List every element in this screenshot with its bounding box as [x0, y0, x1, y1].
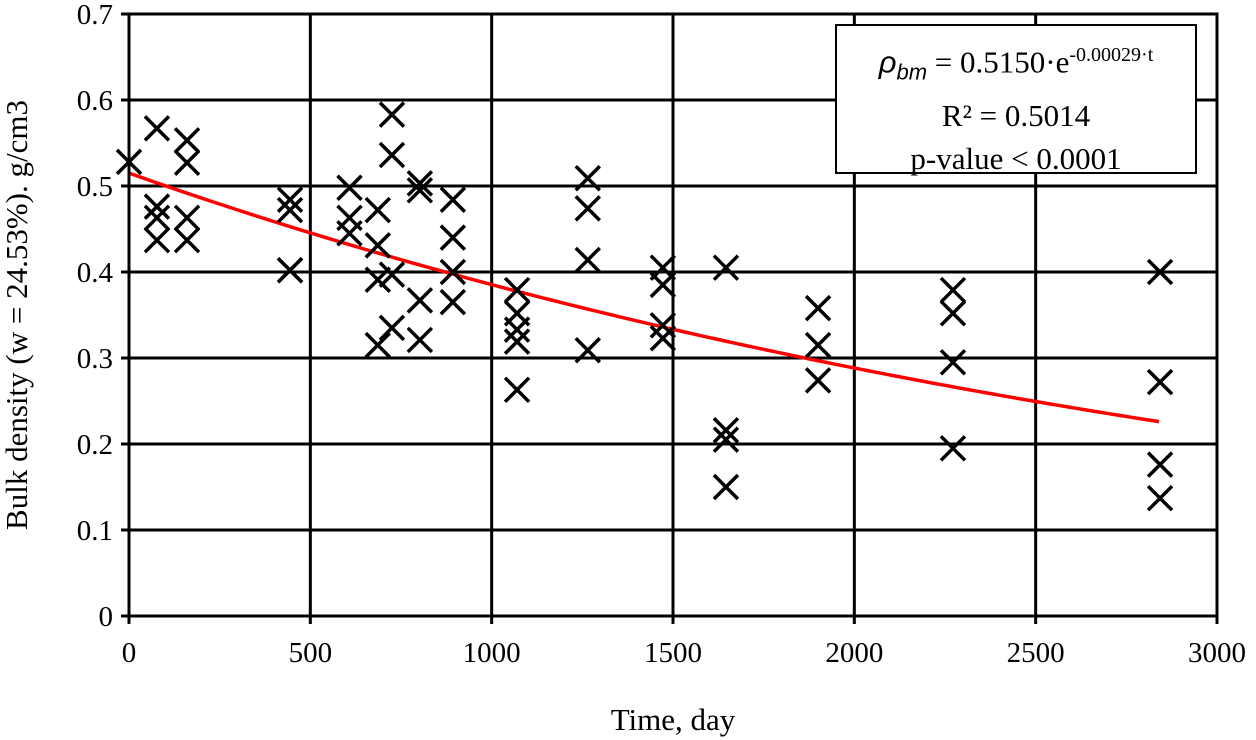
data-point: [336, 220, 363, 247]
data-point: [649, 324, 677, 352]
x-tick-label: 3000: [1188, 637, 1246, 669]
data-point: [406, 326, 434, 354]
data-point: [378, 141, 406, 169]
equation-box: ρbm = 0.5150·e-0.00029·t R² = 0.5014 p-v…: [835, 24, 1197, 176]
data-point: [378, 314, 406, 342]
data-point: [276, 186, 304, 213]
data-point: [1146, 484, 1174, 512]
data-point: [574, 246, 602, 274]
data-point: [364, 232, 392, 259]
equation: ρbm = 0.5150·e-0.00029·t: [878, 44, 1154, 85]
data-point: [503, 328, 531, 355]
x-tick-label: 0: [122, 637, 137, 669]
data-point: [574, 337, 602, 364]
data-point: [378, 261, 406, 288]
y-axis-label: Bulk density (w = 24.53%). g/cm3: [0, 100, 34, 530]
data-point: [939, 300, 967, 327]
data-point: [1146, 368, 1174, 396]
data-point: [649, 312, 677, 339]
data-point: [364, 266, 392, 293]
data-point: [276, 196, 304, 224]
data-points: [115, 101, 1174, 512]
plot-frame: [127, 12, 1219, 618]
y-tick-label: 0.7: [77, 0, 113, 31]
x-axis-label: Time, day: [611, 702, 736, 737]
data-point: [574, 195, 602, 222]
data-point: [173, 149, 201, 177]
data-point: [364, 331, 392, 359]
data-point: [439, 258, 467, 286]
y-tick-label: 0.1: [77, 515, 113, 547]
data-point: [143, 226, 171, 254]
data-point: [173, 226, 201, 254]
data-point: [143, 204, 171, 232]
data-point: [143, 193, 171, 220]
x-tick-label: 1500: [644, 637, 702, 669]
data-point: [712, 254, 740, 281]
data-point: [712, 473, 740, 501]
data-point: [276, 257, 304, 284]
data-point: [1146, 451, 1174, 478]
data-point: [173, 204, 201, 232]
data-point: [406, 170, 434, 197]
data-point: [939, 276, 967, 304]
data-point: [406, 287, 434, 314]
data-point: [804, 331, 832, 359]
y-tick-label: 0.6: [77, 85, 113, 117]
data-point: [503, 376, 531, 404]
data-point: [439, 288, 467, 316]
data-point: [173, 127, 201, 154]
data-point: [804, 294, 832, 322]
y-tick-label: 0.4: [77, 257, 114, 289]
x-tick-label: 500: [289, 637, 333, 669]
axes: 0 500 1000 1500 2000 2500 3000 0 0.1 0.2 0.3 0.4 0.5…: [77, 0, 1246, 669]
data-point: [712, 417, 740, 444]
data-point: [143, 115, 171, 142]
y-tick-label: 0.2: [77, 429, 113, 461]
y-tick-label: 0.5: [77, 171, 113, 203]
data-point: [574, 165, 602, 192]
data-point: [649, 271, 677, 299]
x-tick-label: 2500: [1007, 637, 1065, 669]
data-point: [364, 196, 392, 224]
data-point: [378, 101, 406, 128]
data-point: [804, 367, 832, 394]
data-point: [939, 435, 967, 462]
data-point: [503, 316, 531, 343]
trendline-curve: [128, 171, 1160, 424]
y-tick-label: 0: [99, 601, 114, 633]
trendline: [128, 171, 1160, 424]
x-tick-label: 1000: [463, 637, 521, 669]
data-point: [336, 174, 363, 201]
x-tick-label: 2000: [825, 637, 883, 669]
data-point: [406, 177, 434, 204]
r-squared: R² = 0.5014: [941, 97, 1091, 133]
data-point: [939, 349, 967, 376]
data-point: [503, 276, 531, 304]
data-point: [439, 186, 467, 213]
p-value: p-value < 0.0001: [910, 140, 1122, 176]
data-point: [1146, 258, 1174, 286]
data-point: [712, 426, 740, 453]
data-point: [439, 224, 467, 251]
y-tick-label: 0.3: [77, 343, 113, 375]
